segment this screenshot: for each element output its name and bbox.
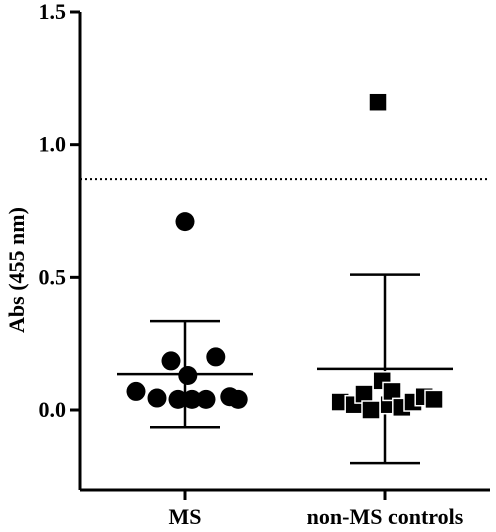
data-point-control	[361, 400, 381, 420]
x-axis: MS non-MS controls	[80, 488, 490, 529]
data-point-ms	[196, 389, 216, 409]
y-tick-label: 0.0	[39, 397, 67, 422]
y-tick-label: 1.0	[39, 132, 67, 157]
data-point-ms	[178, 366, 198, 386]
x-category-label: non-MS controls	[307, 504, 464, 529]
data-point-ms	[147, 388, 167, 408]
y-tick-label: 1.5	[39, 0, 67, 24]
y-axis-title: Abs (455 nm)	[4, 207, 29, 333]
data-point-ms	[161, 351, 181, 371]
x-category-label: MS	[169, 504, 202, 529]
data-point-control	[382, 381, 402, 402]
error-bars	[117, 273, 453, 465]
data-point-ms	[182, 389, 202, 409]
data-point-ms	[126, 381, 146, 401]
data-point-ms	[175, 212, 195, 232]
data-point-control	[368, 92, 388, 112]
y-axis: 0.0 0.5 1.0 1.5	[39, 0, 82, 490]
data-point-control	[424, 389, 444, 410]
data-point-ms	[206, 347, 226, 367]
y-tick-label: 0.5	[39, 264, 67, 289]
data-point-ms	[168, 389, 188, 409]
data-points	[126, 92, 444, 420]
data-point-ms	[228, 389, 248, 409]
